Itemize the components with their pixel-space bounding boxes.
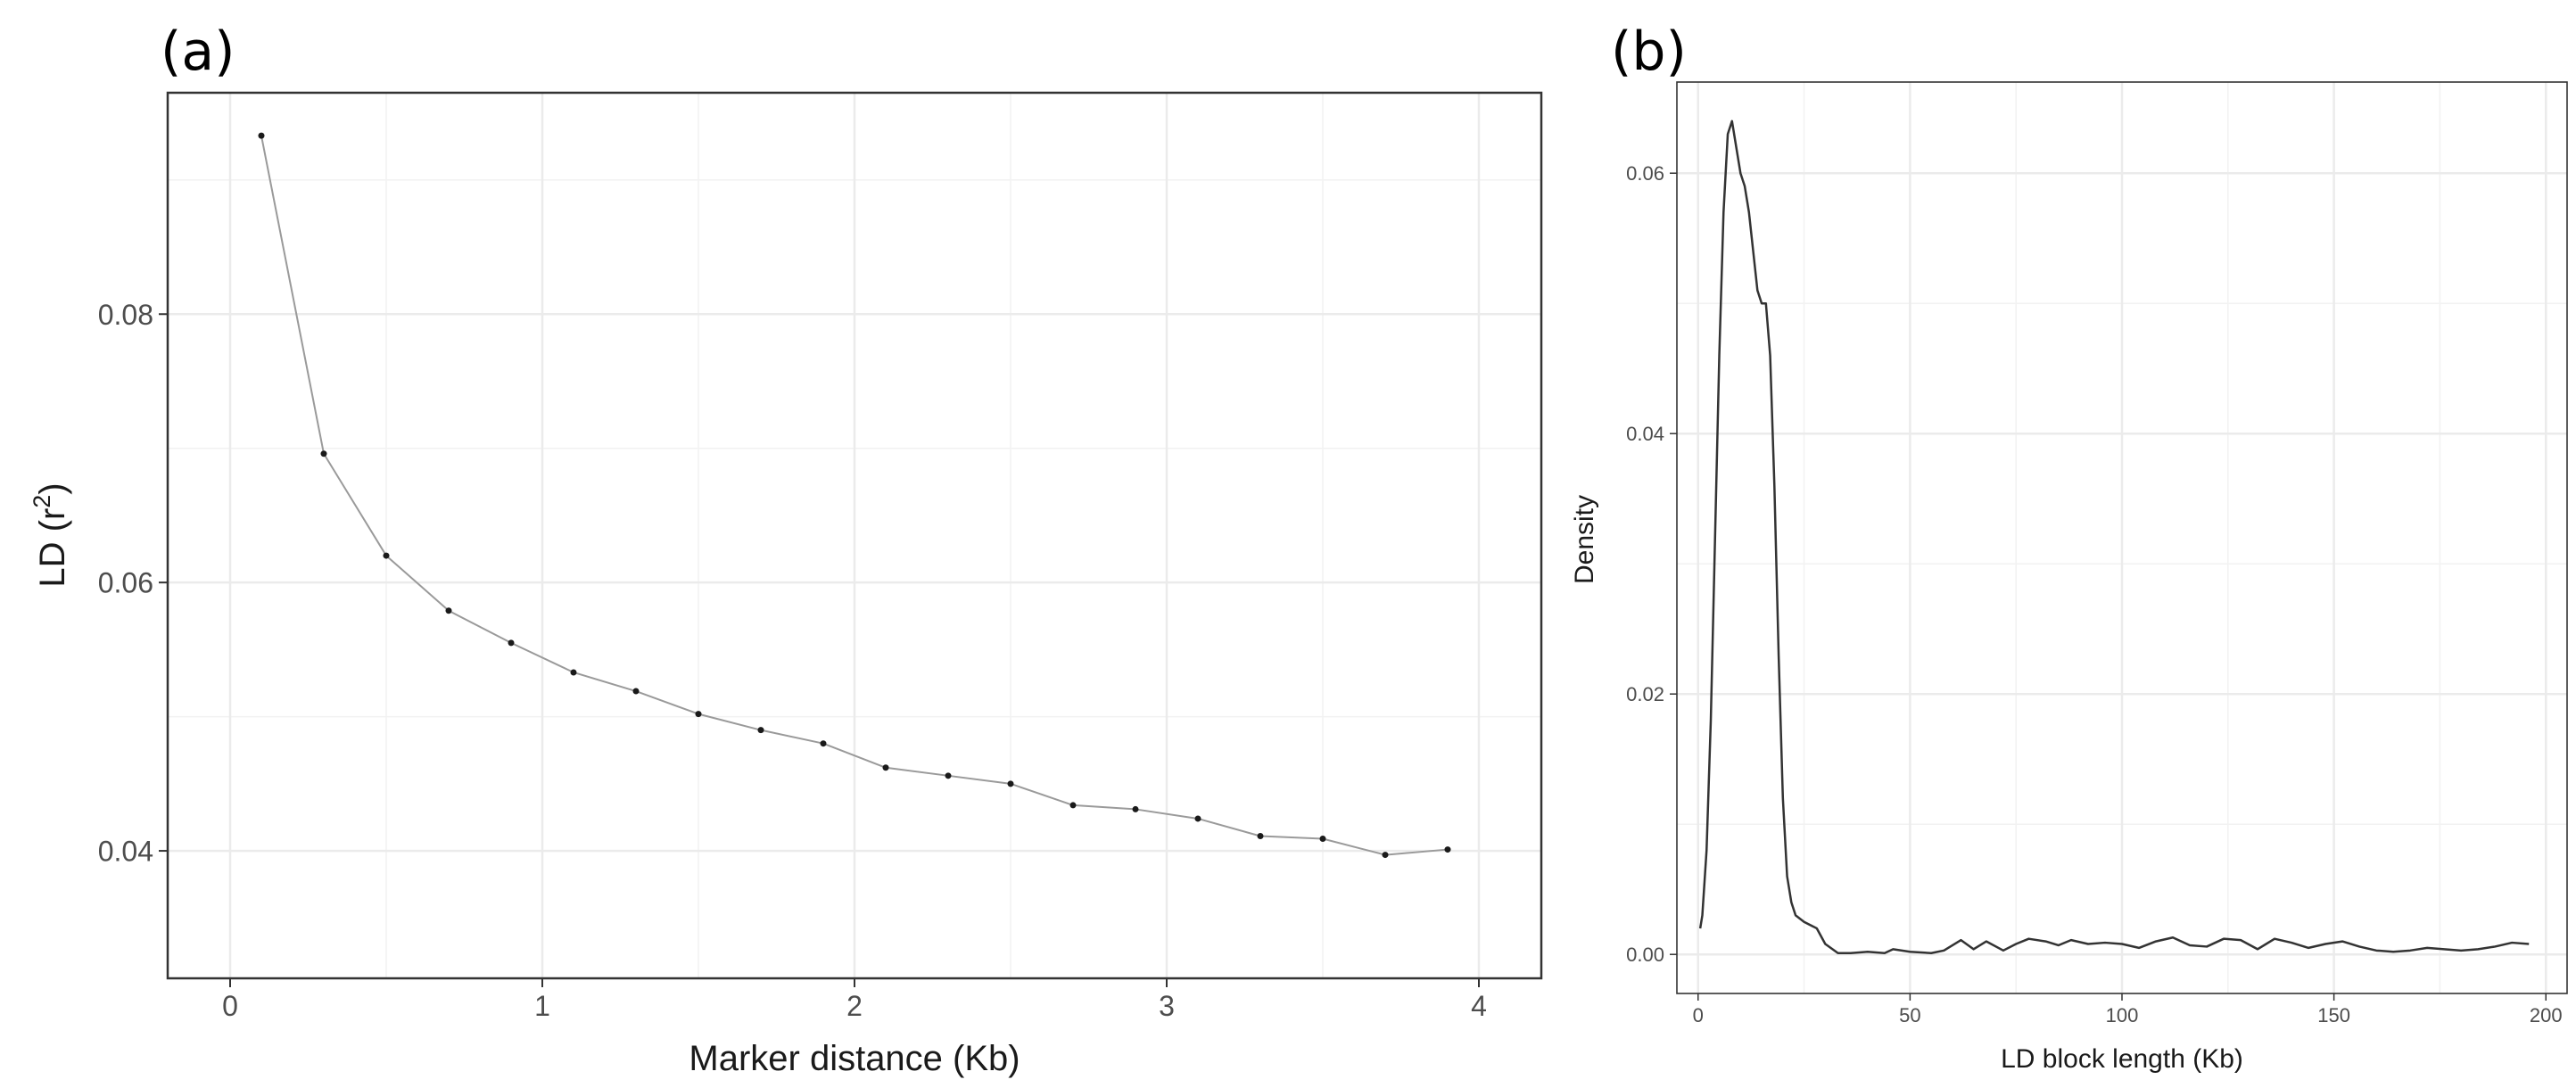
panel-a-y-axis-title-main: LD (r xyxy=(33,508,72,588)
y-tick-label: 0.06 xyxy=(1626,162,1664,185)
panel-a-label: (a) xyxy=(161,21,235,83)
panel-a-y-axis-title-close: ) xyxy=(33,482,72,494)
panel-a-y-axis-title-sup: 2 xyxy=(29,495,55,508)
x-tick-label: 0 xyxy=(222,990,238,1022)
data-point xyxy=(757,727,764,734)
x-tick-label: 3 xyxy=(1159,990,1175,1022)
x-tick-label: 200 xyxy=(2530,1004,2563,1026)
panel-b-x-axis-title: LD block length (Kb) xyxy=(2001,1044,2243,1074)
x-tick-label: 2 xyxy=(846,990,863,1022)
panel-b: (b) 0 50 100 150 200 0.00 0.02 0.04 0.06 LD blo… xyxy=(1570,21,2568,1074)
series-line xyxy=(1698,120,2530,954)
y-tick-label: 0.04 xyxy=(98,836,153,868)
data-point xyxy=(1444,846,1451,853)
panel-b-series xyxy=(1698,120,2530,954)
data-point xyxy=(383,552,390,559)
panel-b-y-axis-title: Density xyxy=(1570,495,1599,584)
panel-b-y-ticks: 0.00 0.02 0.04 0.06 xyxy=(1626,162,1677,966)
data-point xyxy=(1007,780,1014,787)
data-point xyxy=(1257,833,1264,840)
data-point xyxy=(1069,802,1077,809)
y-tick-label: 0.08 xyxy=(98,299,153,331)
panel-b-label: (b) xyxy=(1611,21,1687,83)
data-point xyxy=(508,639,515,647)
panel-a-x-axis-title: Marker distance (Kb) xyxy=(689,1039,1020,1078)
x-tick-label: 4 xyxy=(1471,990,1487,1022)
panel-a: (a) 0 1 2 3 4 0.04 0.06 0.08 Marker distance (… xyxy=(29,21,1543,1078)
data-point xyxy=(445,607,452,614)
panel-a-y-axis-title: LD (r2) xyxy=(29,482,72,587)
x-tick-label: 150 xyxy=(2317,1004,2350,1026)
data-point xyxy=(258,132,265,139)
panel-a-y-ticks: 0.04 0.06 0.08 xyxy=(98,299,168,868)
data-point xyxy=(820,740,827,747)
x-tick-label: 1 xyxy=(534,990,550,1022)
y-tick-label: 0.00 xyxy=(1626,944,1664,966)
panel-a-gridlines xyxy=(168,93,1541,978)
data-point xyxy=(1132,805,1139,812)
x-tick-label: 100 xyxy=(2106,1004,2139,1026)
data-point xyxy=(1194,815,1201,822)
panel-b-x-ticks: 0 50 100 150 200 xyxy=(1693,993,2563,1026)
data-point xyxy=(945,772,952,779)
y-tick-label: 0.02 xyxy=(1626,683,1664,705)
data-point xyxy=(1319,836,1326,843)
series-line xyxy=(260,135,1449,856)
data-point xyxy=(570,669,577,676)
panel-a-x-ticks: 0 1 2 3 4 xyxy=(222,978,1487,1022)
x-tick-label: 0 xyxy=(1693,1004,1704,1026)
panel-b-gridlines xyxy=(1677,82,2567,993)
data-point xyxy=(632,688,640,695)
data-point xyxy=(320,450,327,457)
data-point xyxy=(882,764,889,771)
y-tick-label: 0.06 xyxy=(98,567,153,599)
panel-a-series xyxy=(258,132,1451,859)
y-tick-label: 0.04 xyxy=(1626,423,1664,445)
x-tick-label: 50 xyxy=(1899,1004,1920,1026)
data-point xyxy=(695,711,702,718)
data-point xyxy=(1382,852,1389,859)
